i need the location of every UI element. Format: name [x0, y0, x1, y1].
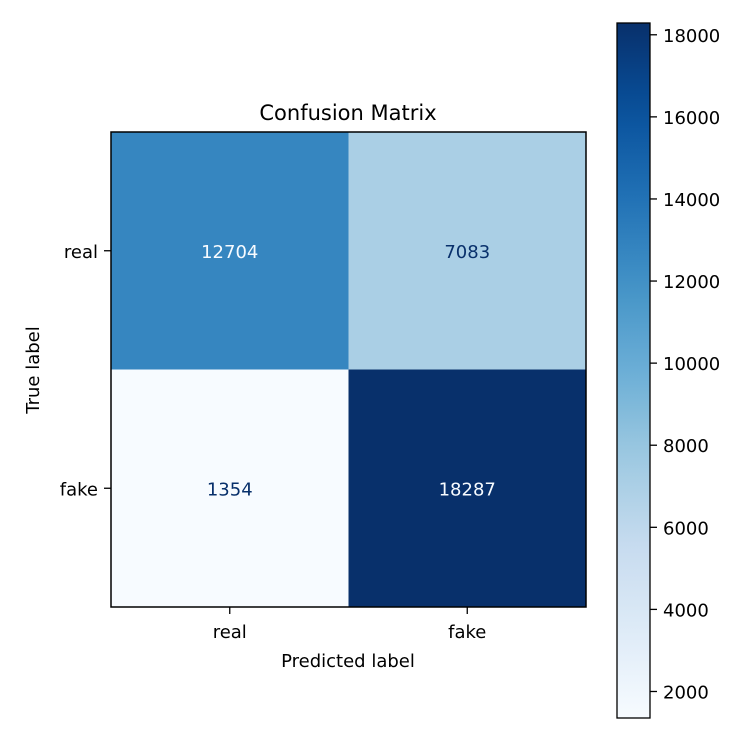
cell-value-label: 12704 [201, 242, 258, 263]
colorbar-gradient [617, 23, 650, 718]
colorbar-tick-label: 6000 [663, 518, 709, 539]
matrix-cell [111, 369, 349, 607]
colorbar-frame [616, 22, 651, 719]
x-tick-label: real [213, 622, 247, 643]
colorbar-tick-label: 16000 [663, 108, 720, 129]
cell-value-label: 1354 [207, 479, 253, 500]
colorbar-tick-label: 2000 [663, 682, 709, 703]
colorbar-tick-label: 8000 [663, 436, 709, 457]
matrix-cells: 12704 7083 1354 18287 [110, 131, 587, 608]
cell-value-label: 7083 [444, 242, 490, 263]
matrix-frame [110, 131, 587, 608]
colorbar-tick-label: 18000 [663, 26, 720, 47]
colorbar-tick-label: 10000 [663, 354, 720, 375]
colorbar-tick-label: 12000 [663, 272, 720, 293]
colorbar-tick-label: 4000 [663, 600, 709, 621]
cell-value-label: 18287 [439, 479, 496, 500]
matrix-cell [348, 369, 586, 607]
chart-title: Confusion Matrix [259, 101, 436, 125]
x-tick-label: fake [448, 622, 486, 643]
y-tick-label: fake [60, 479, 98, 500]
y-axis-label: True label [23, 326, 44, 415]
colorbar-tick-label: 14000 [663, 190, 720, 211]
axis-ticks: real fake real fake [60, 242, 487, 643]
matrix-cell [111, 132, 349, 370]
colorbar: 2000 4000 6000 8000 10000 12000 14000 16000 1800… [616, 22, 720, 719]
matrix-cell [348, 132, 586, 370]
y-tick-label: real [64, 242, 98, 263]
x-axis-label: Predicted label [281, 651, 415, 672]
